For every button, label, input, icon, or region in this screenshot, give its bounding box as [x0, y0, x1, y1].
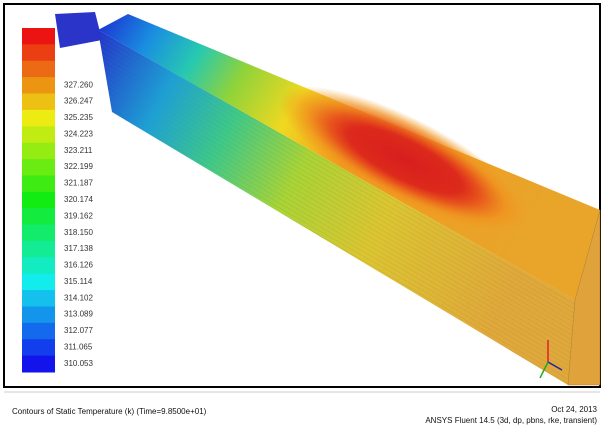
- fluent-window: 327.260 326.247 325.235 324.223 323.211 322.1…: [0, 0, 605, 439]
- color-band: [22, 110, 55, 127]
- color-band: [22, 143, 55, 160]
- legend-label: 318.150: [64, 228, 93, 237]
- footer-caption: Contours of Static Temperature (k) (Time…: [12, 407, 207, 416]
- color-band: [22, 126, 55, 143]
- color-band: [22, 257, 55, 274]
- color-band: [22, 175, 55, 192]
- footer-version: ANSYS Fluent 14.5 (3d, dp, pbns, rke, tr…: [425, 416, 597, 425]
- legend-label: 325.235: [64, 113, 93, 122]
- color-band: [22, 192, 55, 209]
- legend-label: 323.211: [64, 146, 93, 155]
- color-band: [22, 356, 55, 373]
- legend-label: 324.223: [64, 129, 93, 138]
- legend-label: 315.114: [64, 277, 93, 286]
- legend-label: 319.162: [64, 211, 93, 220]
- color-band: [22, 241, 55, 258]
- color-band: [22, 77, 55, 94]
- color-band: [22, 306, 55, 323]
- legend-label: 316.126: [64, 261, 93, 270]
- color-band: [22, 61, 55, 78]
- legend-label: 322.199: [64, 162, 93, 171]
- legend-label: 317.138: [64, 244, 93, 253]
- legend-label: 312.077: [64, 326, 93, 335]
- viewport: 327.260 326.247 325.235 324.223 323.211 322.1…: [0, 0, 605, 439]
- legend-label: 310.053: [64, 359, 93, 368]
- color-band: [22, 28, 55, 45]
- legend-label: 313.089: [64, 310, 93, 319]
- color-band: [22, 44, 55, 61]
- legend-label: 321.187: [64, 179, 93, 188]
- legend-label: 327.260: [64, 80, 93, 89]
- legend-label: 311.065: [64, 342, 93, 351]
- color-band: [22, 225, 55, 242]
- color-band: [22, 94, 55, 111]
- color-band: [22, 323, 55, 340]
- color-band: [22, 274, 55, 291]
- legend-label: 326.247: [64, 97, 93, 106]
- color-band: [22, 339, 55, 356]
- legend-label: 314.102: [64, 293, 93, 302]
- legend-label: 320.174: [64, 195, 93, 204]
- color-band: [22, 159, 55, 176]
- color-band: [22, 290, 55, 307]
- footer-date: Oct 24, 2013: [551, 405, 597, 414]
- color-band: [22, 208, 55, 225]
